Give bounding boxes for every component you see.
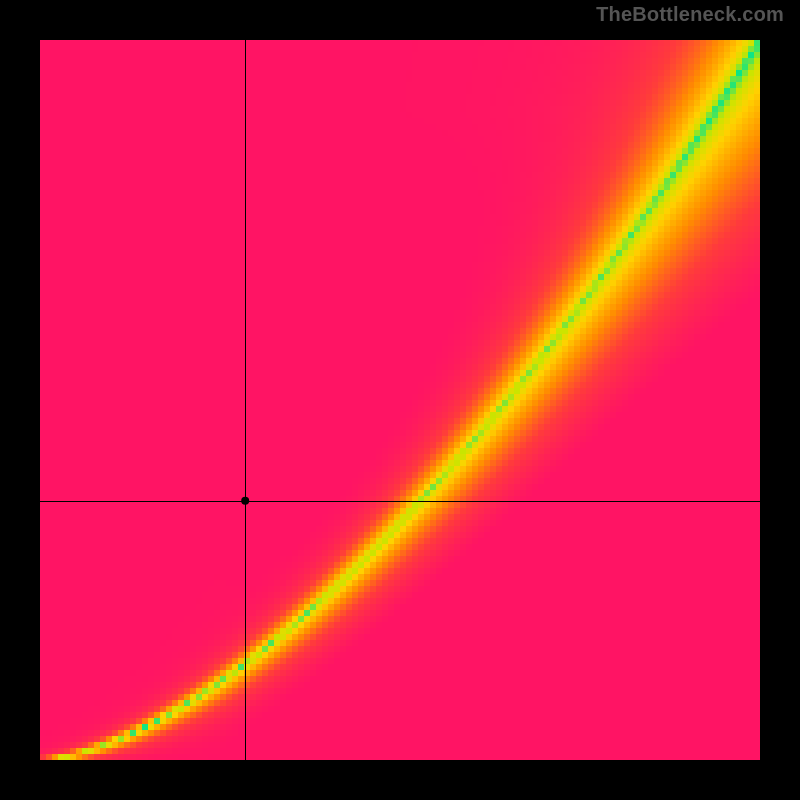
- bottleneck-heatmap-canvas: [40, 40, 760, 760]
- watermark-text: TheBottleneck.com: [596, 4, 784, 27]
- heatmap-plot-area: [40, 40, 760, 760]
- chart-outer-frame: TheBottleneck.com: [0, 0, 800, 800]
